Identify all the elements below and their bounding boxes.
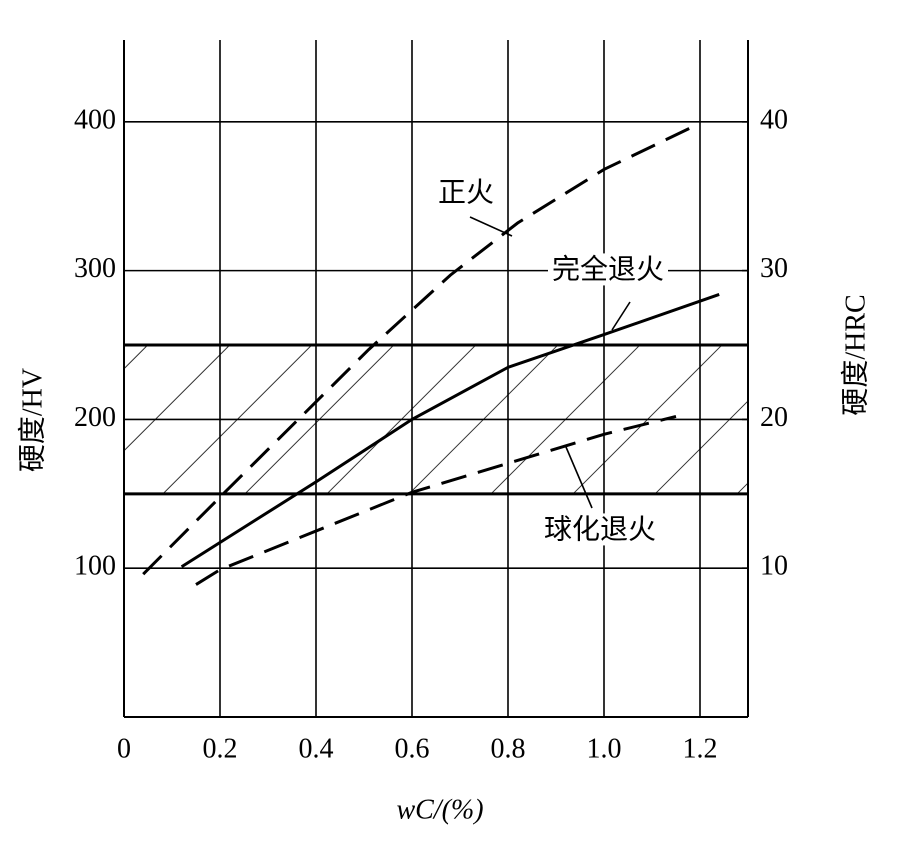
series-line bbox=[142, 121, 701, 576]
y2-tick-label: 40 bbox=[760, 104, 788, 135]
x-tick-label: 1.2 bbox=[683, 733, 718, 764]
label-background bbox=[539, 513, 661, 546]
y-tick-label: 100 bbox=[74, 551, 116, 582]
y-tick-label: 300 bbox=[74, 253, 116, 284]
series-label: 正火 bbox=[438, 177, 494, 208]
leader-line bbox=[469, 216, 513, 237]
y-axis-label: 硬度/HV bbox=[16, 368, 48, 472]
x-tick-label: 0.4 bbox=[299, 733, 334, 764]
x-tick-label: 1.0 bbox=[587, 733, 622, 764]
series-line bbox=[180, 293, 720, 568]
leader-line bbox=[565, 446, 593, 509]
x-tick-label: 0.2 bbox=[203, 733, 238, 764]
label-background bbox=[547, 253, 669, 286]
x-axis-label: wC/(%) bbox=[396, 794, 483, 825]
series-label: 完全退火 bbox=[552, 253, 664, 285]
series-line bbox=[195, 414, 677, 586]
x-tick-label: 0.6 bbox=[395, 733, 430, 764]
leader-line bbox=[611, 301, 631, 331]
y-tick-label: 200 bbox=[74, 402, 116, 433]
y2-tick-label: 30 bbox=[760, 253, 788, 284]
y-tick-label: 400 bbox=[74, 104, 116, 135]
y2-tick-label: 10 bbox=[760, 551, 788, 582]
series-label: 球化退火 bbox=[544, 513, 656, 545]
y2-axis-label: 硬度/HRC bbox=[839, 294, 871, 415]
x-tick-label: 0 bbox=[117, 733, 131, 764]
y2-tick-label: 20 bbox=[760, 402, 788, 433]
label-background bbox=[433, 177, 499, 209]
x-tick-label: 0.8 bbox=[491, 733, 526, 764]
